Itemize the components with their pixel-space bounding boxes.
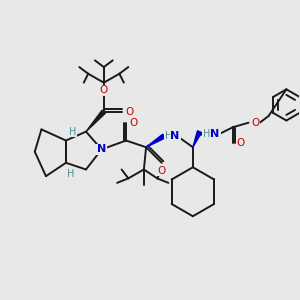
Polygon shape: [86, 110, 106, 132]
Text: O: O: [158, 166, 166, 176]
Text: O: O: [251, 118, 259, 128]
Text: H: H: [67, 169, 74, 179]
Text: N: N: [211, 129, 220, 139]
Text: H: H: [202, 129, 210, 139]
Text: O: O: [237, 138, 245, 148]
Polygon shape: [193, 131, 202, 147]
Text: O: O: [100, 85, 108, 95]
Text: N: N: [170, 131, 180, 141]
Text: O: O: [125, 106, 134, 117]
Text: N: N: [97, 144, 106, 154]
Text: O: O: [130, 118, 138, 128]
Text: H: H: [69, 127, 76, 136]
Polygon shape: [146, 134, 165, 147]
Text: H: H: [165, 131, 172, 141]
